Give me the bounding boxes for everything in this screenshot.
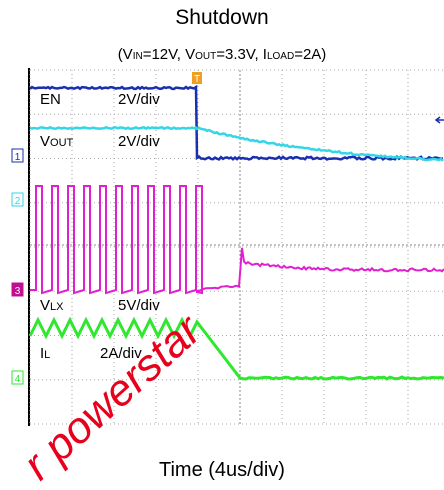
channel-scale: 5V/div <box>118 297 160 314</box>
title: Shutdown <box>175 6 268 29</box>
channel-name: EN <box>40 91 61 108</box>
subtitle-part: =12V, V <box>143 46 195 63</box>
channel-name-sub: OUT <box>50 137 74 149</box>
channel-scale: 2V/div <box>118 133 160 150</box>
channel-marker: 3 <box>15 286 21 297</box>
channel-scale: 2A/div <box>100 345 142 362</box>
channel-marker: 2 <box>15 196 21 207</box>
channel-name-sub: L <box>44 349 50 361</box>
subtitle-sub: IN <box>133 51 143 62</box>
channel-name-main: V <box>40 297 50 314</box>
channel-name-main: EN <box>40 91 61 108</box>
subtitle-part: =2A) <box>294 46 326 63</box>
channel-name-main: V <box>40 133 50 150</box>
scope-screen <box>28 68 444 426</box>
channel-scale: 2V/div <box>118 91 160 108</box>
subtitle-part: (V <box>118 46 133 63</box>
subtitle: (VIN=12V, VOUT=3.3V, ILOAD=2A) <box>118 46 327 63</box>
x-label: Time (4us/div) <box>159 459 285 481</box>
subtitle-part: =3.3V, I <box>216 46 267 63</box>
channel-marker: 4 <box>15 374 21 385</box>
channel-name-sub: LX <box>50 301 64 313</box>
subtitle-sub: LOAD <box>267 51 294 62</box>
channel-marker: 1 <box>15 152 21 163</box>
trigger-marker: T <box>194 74 200 85</box>
subtitle-sub: OUT <box>195 51 216 62</box>
